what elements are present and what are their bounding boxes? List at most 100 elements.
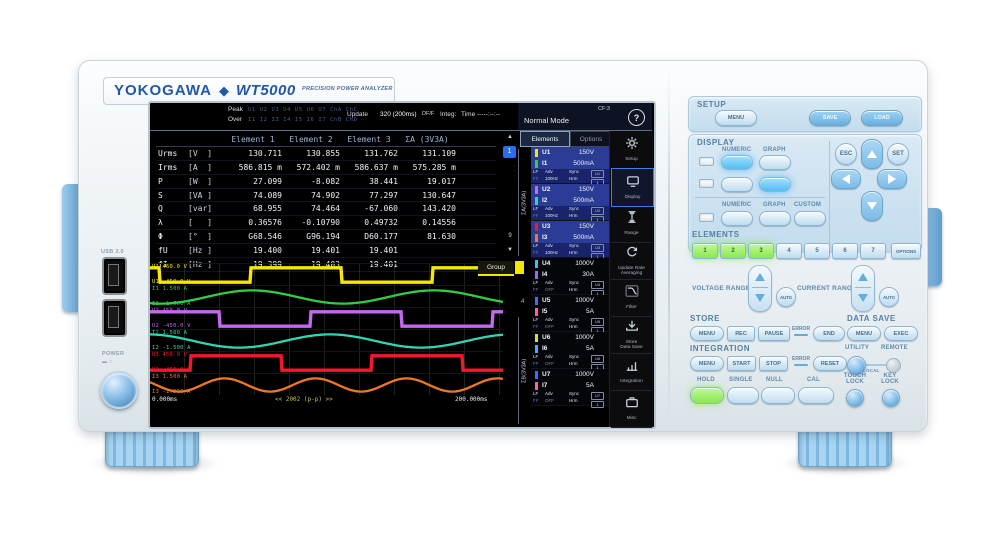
- arrow-up-button[interactable]: [861, 139, 883, 169]
- waveform-points: << 2002 (p-p) >>: [275, 396, 333, 403]
- menu-range-button[interactable]: Range: [611, 205, 652, 243]
- element-block-3[interactable]: U3 150V I3 500mA LF FF Adv 100Hz Sync Hrm U3 1: [531, 221, 609, 260]
- element-key-5[interactable]: 5: [804, 243, 830, 259]
- trace-label-min: U3 -450.0 V: [152, 367, 191, 373]
- load-button[interactable]: LOAD: [861, 110, 903, 126]
- current-auto-button[interactable]: AUTO: [879, 287, 899, 307]
- brand-tagline: PRECISION POWER ANALYZER: [302, 86, 393, 92]
- menu-setup-button[interactable]: Setup: [611, 131, 652, 169]
- element-block-4[interactable]: U4 1000V I4 30A LF FF Adv OFF Sync Hrm U4 1: [531, 258, 609, 297]
- integration-start-button[interactable]: START: [727, 356, 756, 371]
- row-unit: [var]: [188, 204, 213, 214]
- arrow-left-button[interactable]: [831, 169, 861, 189]
- voltage-color-swatch: [535, 259, 538, 268]
- menu-filter-button[interactable]: Filter: [611, 279, 652, 317]
- touch-lock-button[interactable]: [846, 389, 864, 407]
- integration-error-led: [794, 364, 808, 366]
- menu-integration-button[interactable]: Integration: [611, 353, 652, 391]
- element-key-4[interactable]: 4: [776, 243, 802, 259]
- voltage-range-up-icon[interactable]: [755, 273, 765, 281]
- element-block-7[interactable]: U7 1000V I7 5A LF FF Adv OFF Sync Hrm U7 1: [531, 369, 609, 408]
- display-full-graph-button[interactable]: [759, 211, 791, 226]
- display-upper-numeric-button[interactable]: [721, 155, 753, 170]
- arrow-down-button[interactable]: [861, 191, 883, 221]
- options-button[interactable]: OPTIONS: [891, 243, 921, 259]
- voltage-color-swatch: [535, 148, 538, 157]
- set-button[interactable]: SET: [887, 143, 909, 165]
- misc-icon: [625, 395, 639, 414]
- pager-up-icon[interactable]: ▲: [507, 134, 513, 140]
- adv-label: Adv: [545, 391, 553, 396]
- element-block-6[interactable]: U6 1000V I6 5A LF FF Adv OFF Sync Hrm U6 1: [531, 332, 609, 371]
- element-block-5[interactable]: U5 1000V I5 5A LF FF Adv OFF Sync Hrm U5 1: [531, 295, 609, 334]
- ff-flag: FF: [533, 397, 539, 403]
- display-full-numeric-button[interactable]: [721, 211, 753, 226]
- null-button[interactable]: [761, 387, 795, 404]
- voltage-range-rocker[interactable]: [748, 265, 772, 312]
- pager-current-page[interactable]: 1: [503, 146, 516, 158]
- integration-reset-button[interactable]: RESET: [813, 356, 847, 371]
- key-lock-button[interactable]: [882, 389, 900, 407]
- esc-button[interactable]: ESC: [835, 143, 857, 165]
- power-button[interactable]: [100, 371, 138, 409]
- current-range-rocker[interactable]: [851, 265, 875, 312]
- menu-display-button[interactable]: Display: [611, 168, 654, 207]
- element-key-7[interactable]: 7: [860, 243, 886, 259]
- menu-store-button[interactable]: Store Data Save: [611, 316, 652, 354]
- store-rec-button[interactable]: REC: [727, 326, 755, 341]
- single-button[interactable]: [727, 387, 759, 404]
- display-custom-button[interactable]: [794, 211, 826, 226]
- arrow-right-button[interactable]: [877, 169, 907, 189]
- element-key-1[interactable]: 1: [692, 243, 718, 259]
- datasave-menu-button[interactable]: MENU: [847, 326, 881, 341]
- store-pause-button[interactable]: PAUSE: [758, 326, 790, 341]
- integration-stop-button[interactable]: STOP: [759, 356, 788, 371]
- usb-port-1-contact: [108, 264, 119, 286]
- save-button[interactable]: SAVE: [809, 110, 851, 126]
- store-end-button[interactable]: END: [813, 326, 845, 341]
- hold-button[interactable]: [690, 387, 724, 404]
- element-key-6[interactable]: 6: [832, 243, 858, 259]
- current-range-down-icon[interactable]: [858, 294, 868, 302]
- null-label: NULL: [766, 377, 783, 383]
- tab-elements[interactable]: Elements: [520, 131, 570, 147]
- sync-source-value: U5: [591, 318, 604, 326]
- element-key-2[interactable]: 2: [720, 243, 746, 259]
- pager-last-page[interactable]: 9: [508, 233, 512, 239]
- integ-time-value: -----:--:--: [477, 111, 501, 118]
- group-label[interactable]: Group: [478, 261, 514, 276]
- current-channel: I4: [542, 271, 548, 278]
- menu-integration-label: Integration: [620, 379, 643, 385]
- display-upper-graph-button[interactable]: [759, 155, 791, 170]
- cell-value: 19.401: [311, 246, 340, 256]
- store-menu-button[interactable]: MENU: [690, 326, 724, 341]
- sync-setting: Sync Hrm: [569, 317, 591, 331]
- integration-menu-button[interactable]: MENU: [690, 356, 724, 371]
- element-block-2[interactable]: U2 150V I2 500mA LF FF Adv 100Hz Sync Hrm U2 1: [531, 184, 609, 223]
- voltage-auto-button[interactable]: AUTO: [776, 287, 796, 307]
- element-key-3[interactable]: 3: [748, 243, 774, 259]
- element-current-row: I1 500mA: [531, 158, 609, 169]
- voltage-range-down-icon[interactable]: [755, 294, 765, 302]
- menu-misc-button[interactable]: Misc: [611, 390, 652, 428]
- display-lower-numeric-button[interactable]: [721, 177, 753, 192]
- cal-button[interactable]: [798, 387, 834, 404]
- setup-menu-button[interactable]: MENU: [715, 110, 757, 126]
- help-icon[interactable]: ?: [628, 109, 645, 126]
- trace-label-min: U1 -450.0 V: [152, 279, 191, 285]
- group-active-tab: [515, 261, 524, 274]
- current-range-up-icon[interactable]: [858, 273, 868, 281]
- over-label: Over: [228, 116, 243, 123]
- tab-options[interactable]: Options: [570, 131, 612, 147]
- ff-flag: FF: [533, 175, 539, 181]
- menu-update-button[interactable]: Update Rate Averaging: [611, 242, 652, 280]
- sync-setting: Sync Hrm: [569, 354, 591, 368]
- datasave-exec-button[interactable]: EXEC: [884, 326, 918, 341]
- utility-button[interactable]: [847, 356, 866, 375]
- voltage-channel: U2: [542, 186, 551, 193]
- pager-down-icon[interactable]: ▼: [507, 247, 513, 253]
- display-lower-graph-button[interactable]: [759, 177, 791, 192]
- datasave-title: DATA SAVE: [847, 314, 896, 323]
- element-block-1[interactable]: U1 150V I1 500mA LF FF Adv 100Hz Sync Hrm U1 1: [531, 147, 609, 186]
